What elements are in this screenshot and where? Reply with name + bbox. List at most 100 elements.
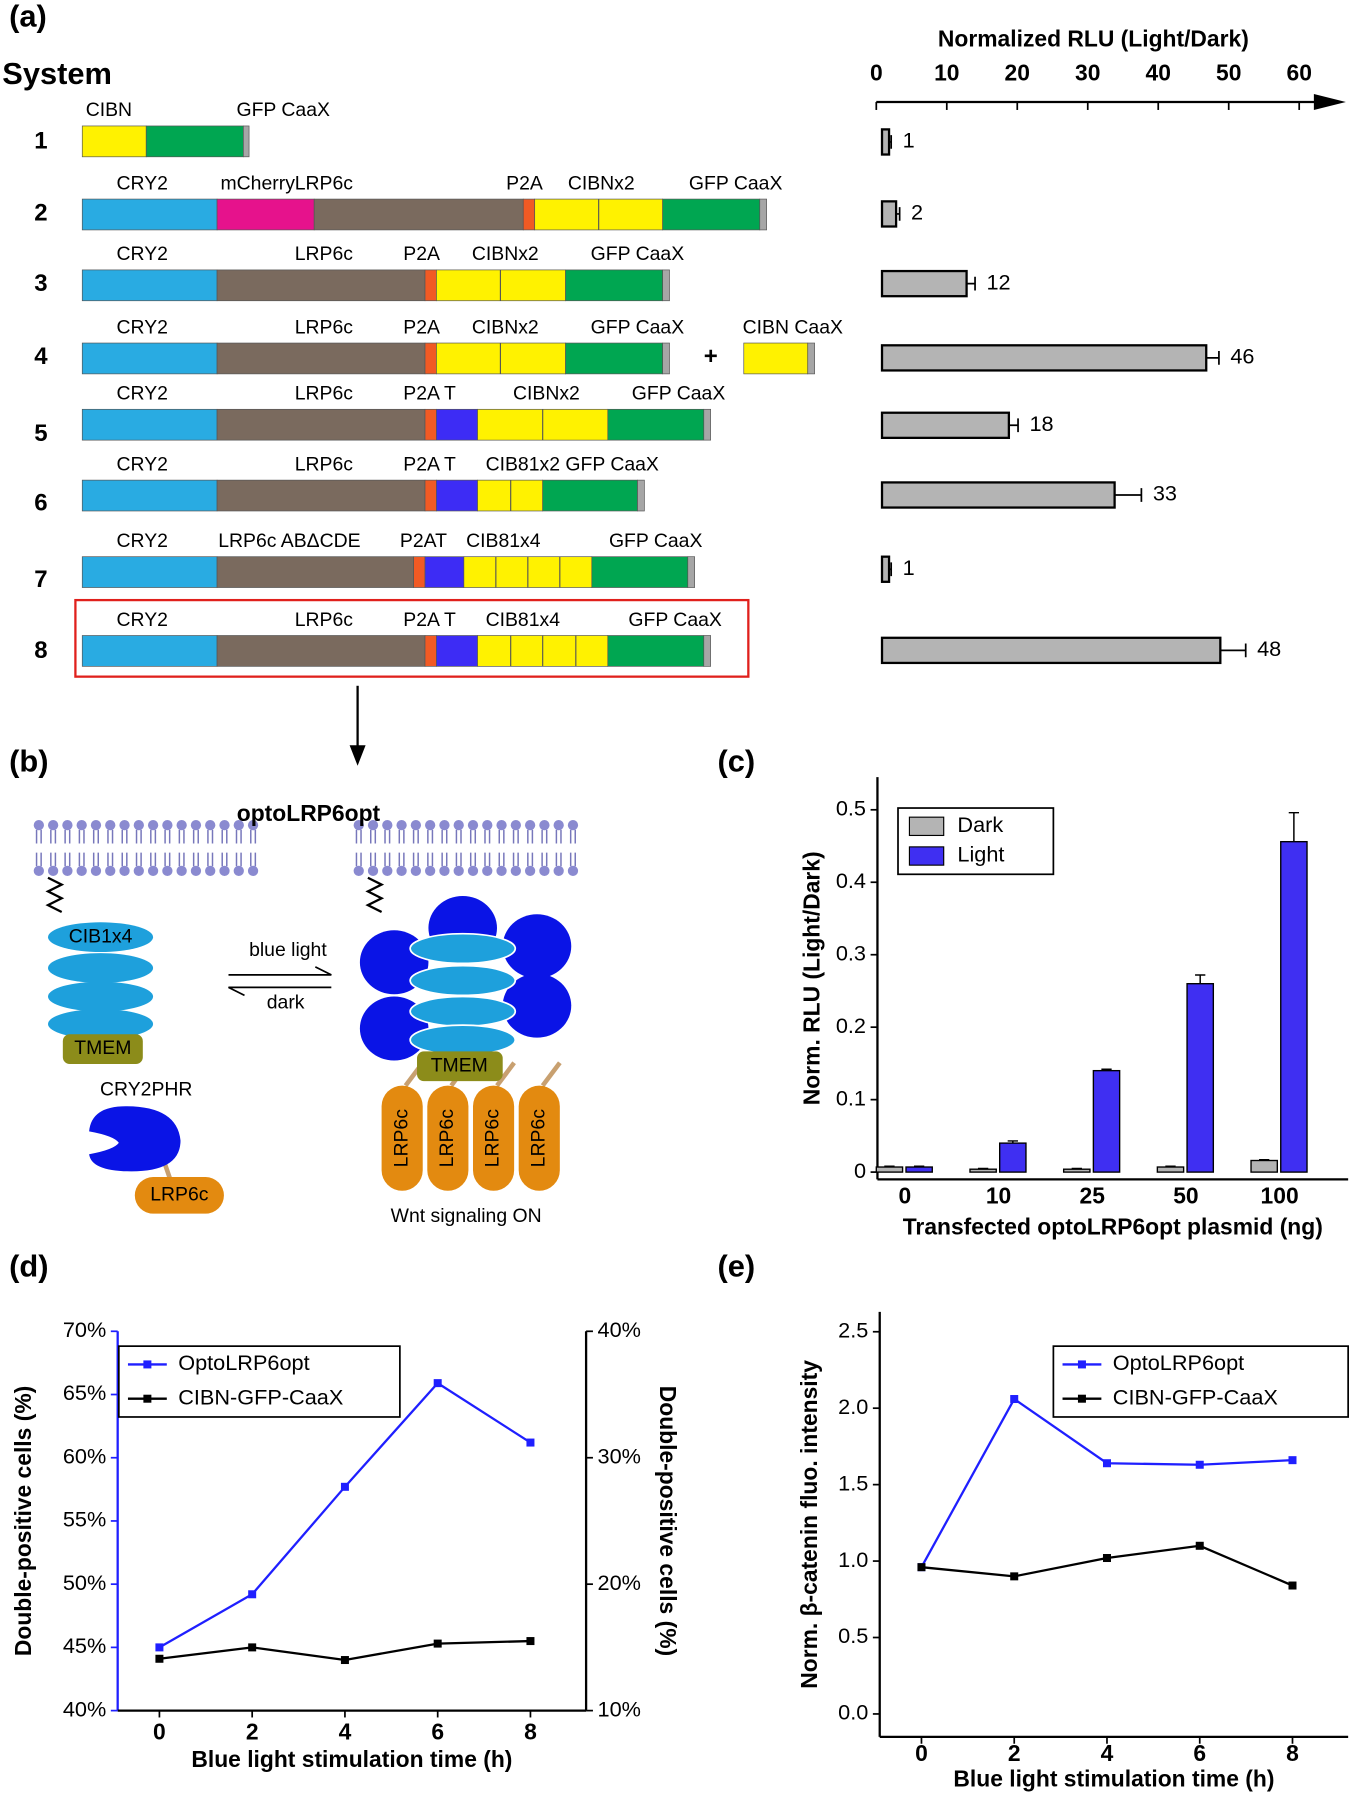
lipid-head [510, 820, 521, 831]
lipid-head [47, 820, 59, 831]
lrp-label: LRP6c [390, 1109, 412, 1168]
lipid-head [524, 820, 536, 831]
lipid-tail [192, 829, 199, 867]
construct-segment [424, 479, 437, 512]
value-label: 33 [1153, 481, 1177, 506]
error-bar [1007, 1140, 1018, 1144]
legend-label: Dark [957, 812, 1003, 837]
x-axis-label: Blue light stimulation time (h) [191, 1746, 512, 1772]
system-number: 2 [34, 199, 47, 226]
error-bar [1071, 1167, 1082, 1170]
lrp6c [472, 1085, 515, 1191]
y-tick-label: 50% [63, 1570, 106, 1595]
lipid-head [553, 865, 564, 877]
construct-segment [216, 269, 426, 302]
x-tick-label: 2 [1008, 1740, 1021, 1766]
lipid-head [467, 865, 479, 877]
marker [1010, 1395, 1019, 1404]
construct-segment [145, 125, 244, 158]
construct-segment [313, 198, 524, 231]
segment-label: P2A [506, 172, 543, 194]
construct-segment [591, 556, 689, 588]
legend-swatch [143, 1360, 152, 1369]
marker [433, 1379, 442, 1388]
y2-axis-label: Double-positive cells (%) [655, 1386, 681, 1656]
construct-segment [687, 556, 695, 588]
lipid-tail [555, 829, 562, 867]
lipid-head [76, 820, 87, 831]
lipid-tail [398, 829, 405, 867]
construct-segment [81, 479, 218, 512]
system-number: 7 [34, 566, 47, 593]
lipid-head [119, 865, 130, 877]
lipid-tail [178, 829, 185, 867]
plus-sign: + [704, 343, 718, 370]
bar [880, 411, 1011, 440]
construct-segment [424, 342, 437, 375]
lipid-tail [369, 829, 377, 867]
x-tick-label: 0 [915, 1740, 928, 1766]
lipid-tail [164, 829, 171, 867]
legend-label: OptoLRP6opt [178, 1350, 309, 1375]
lipid-head [205, 820, 216, 831]
y-tick-label: 2.5 [838, 1317, 868, 1342]
lipid-head [396, 865, 407, 877]
bar [905, 1166, 933, 1173]
panel-label: (c) [717, 744, 755, 779]
y-tick-label: 1.0 [838, 1547, 868, 1572]
lipid-head [382, 865, 393, 877]
x-tick-label: 6 [431, 1718, 444, 1744]
error-bar [966, 276, 976, 291]
lipid-head [539, 865, 550, 877]
marker [1288, 1581, 1297, 1590]
anchor [45, 876, 65, 914]
segment-label: CIBN CaaX [743, 316, 843, 338]
lipid-head [219, 865, 230, 877]
segment-label: LRP6c ABΔCDE [218, 530, 360, 552]
value-label: 46 [1230, 344, 1254, 369]
lrp-label: LRP6c [482, 1109, 504, 1168]
panel-label: (d) [9, 1249, 48, 1284]
lipid-tail [541, 829, 548, 867]
error-bar [896, 207, 901, 221]
segment-label: CIBNx2 [568, 172, 635, 194]
legend-box [117, 1345, 401, 1418]
anchor [365, 876, 385, 914]
highlight-box [74, 598, 750, 678]
construct-segment [436, 408, 478, 441]
lipid-head [190, 820, 202, 831]
segment-label: LRP6c [295, 453, 354, 475]
lipid-tail [235, 829, 242, 867]
lipid-head [90, 865, 102, 877]
construct-segment [81, 198, 218, 231]
x-tick-label: 50 [1173, 1183, 1198, 1209]
legend-swatch [908, 816, 945, 837]
lipid-head [133, 820, 144, 831]
construct-segment [703, 635, 711, 667]
system-number: 8 [34, 637, 47, 664]
x-tick-label: 25 [1080, 1183, 1106, 1209]
lipid-head [524, 865, 536, 877]
construct-segment [413, 556, 426, 588]
segment-label: CRY2 [117, 243, 168, 265]
construct-segment [662, 342, 670, 375]
construct-segment [81, 269, 218, 302]
lipid-head [62, 865, 73, 877]
x-tick-label: 0 [153, 1718, 166, 1744]
segment-label: P2A [403, 316, 440, 338]
construct-segment [662, 198, 761, 231]
x-axis-label: Transfected optoLRP6opt plasmid (ng) [903, 1213, 1323, 1239]
lipid-head [219, 820, 230, 831]
construct-segment [565, 342, 663, 375]
bar [999, 1142, 1027, 1173]
lipid-tail [135, 829, 142, 867]
system-number: 4 [34, 343, 48, 370]
y-tick-label: 70% [63, 1317, 106, 1342]
y-tick-label: 0.3 [836, 940, 866, 965]
segment-label: GFP CaaX [609, 530, 703, 552]
marker [1288, 1456, 1297, 1465]
construct-segment [424, 269, 437, 302]
segment-label: P2AT [400, 530, 447, 552]
value-label: 1 [903, 128, 915, 153]
